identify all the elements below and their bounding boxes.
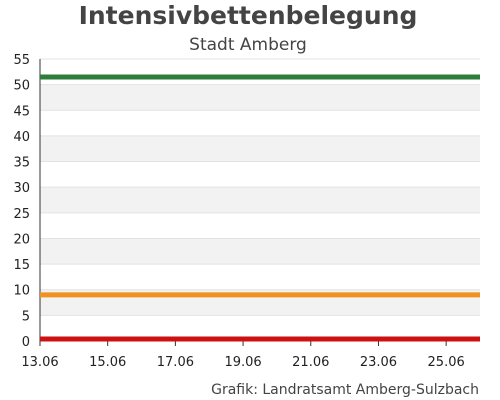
y-tick-label: 35 xyxy=(13,156,30,171)
y-tick-label: 15 xyxy=(13,258,30,273)
chart-subtitle: Stadt Amberg xyxy=(189,35,307,55)
plot-band xyxy=(40,238,480,265)
y-tick-label: 50 xyxy=(13,79,30,94)
x-tick-label: 19.06 xyxy=(224,355,261,370)
x-tick-label: 21.06 xyxy=(292,355,329,370)
x-tick-label: 23.06 xyxy=(360,355,397,370)
y-tick-label: 25 xyxy=(13,207,30,222)
plot-area: 0 5 10 15 20 25 30 35 40 45 50 55 13.06 15.06 17.06 19.… xyxy=(13,53,480,370)
chart-title: Intensivbettenbelegung xyxy=(79,1,418,30)
plot-band xyxy=(40,187,480,213)
plot-band xyxy=(40,110,480,136)
y-tick-label: 5 xyxy=(22,309,30,324)
y-tick-label: 55 xyxy=(13,53,30,68)
plot-band xyxy=(40,264,480,290)
plot-band xyxy=(40,59,480,85)
y-tick-label: 0 xyxy=(22,335,30,350)
y-tick-label: 20 xyxy=(13,232,30,247)
x-tick-label: 13.06 xyxy=(21,355,58,370)
chart-credit: Grafik: Landratsamt Amberg-Sulzbach xyxy=(211,382,479,398)
y-tick-label: 10 xyxy=(13,284,30,299)
y-tick-label: 45 xyxy=(13,104,30,119)
x-tick-label: 17.06 xyxy=(157,355,194,370)
plot-band xyxy=(40,84,480,111)
y-tick-label: 40 xyxy=(13,130,30,145)
x-tick-label: 15.06 xyxy=(89,355,126,370)
plot-band xyxy=(40,161,480,188)
plot-band xyxy=(40,212,480,239)
plot-band xyxy=(40,135,480,162)
x-tick-label: 25.06 xyxy=(428,355,465,370)
y-tick-label: 30 xyxy=(13,181,30,196)
